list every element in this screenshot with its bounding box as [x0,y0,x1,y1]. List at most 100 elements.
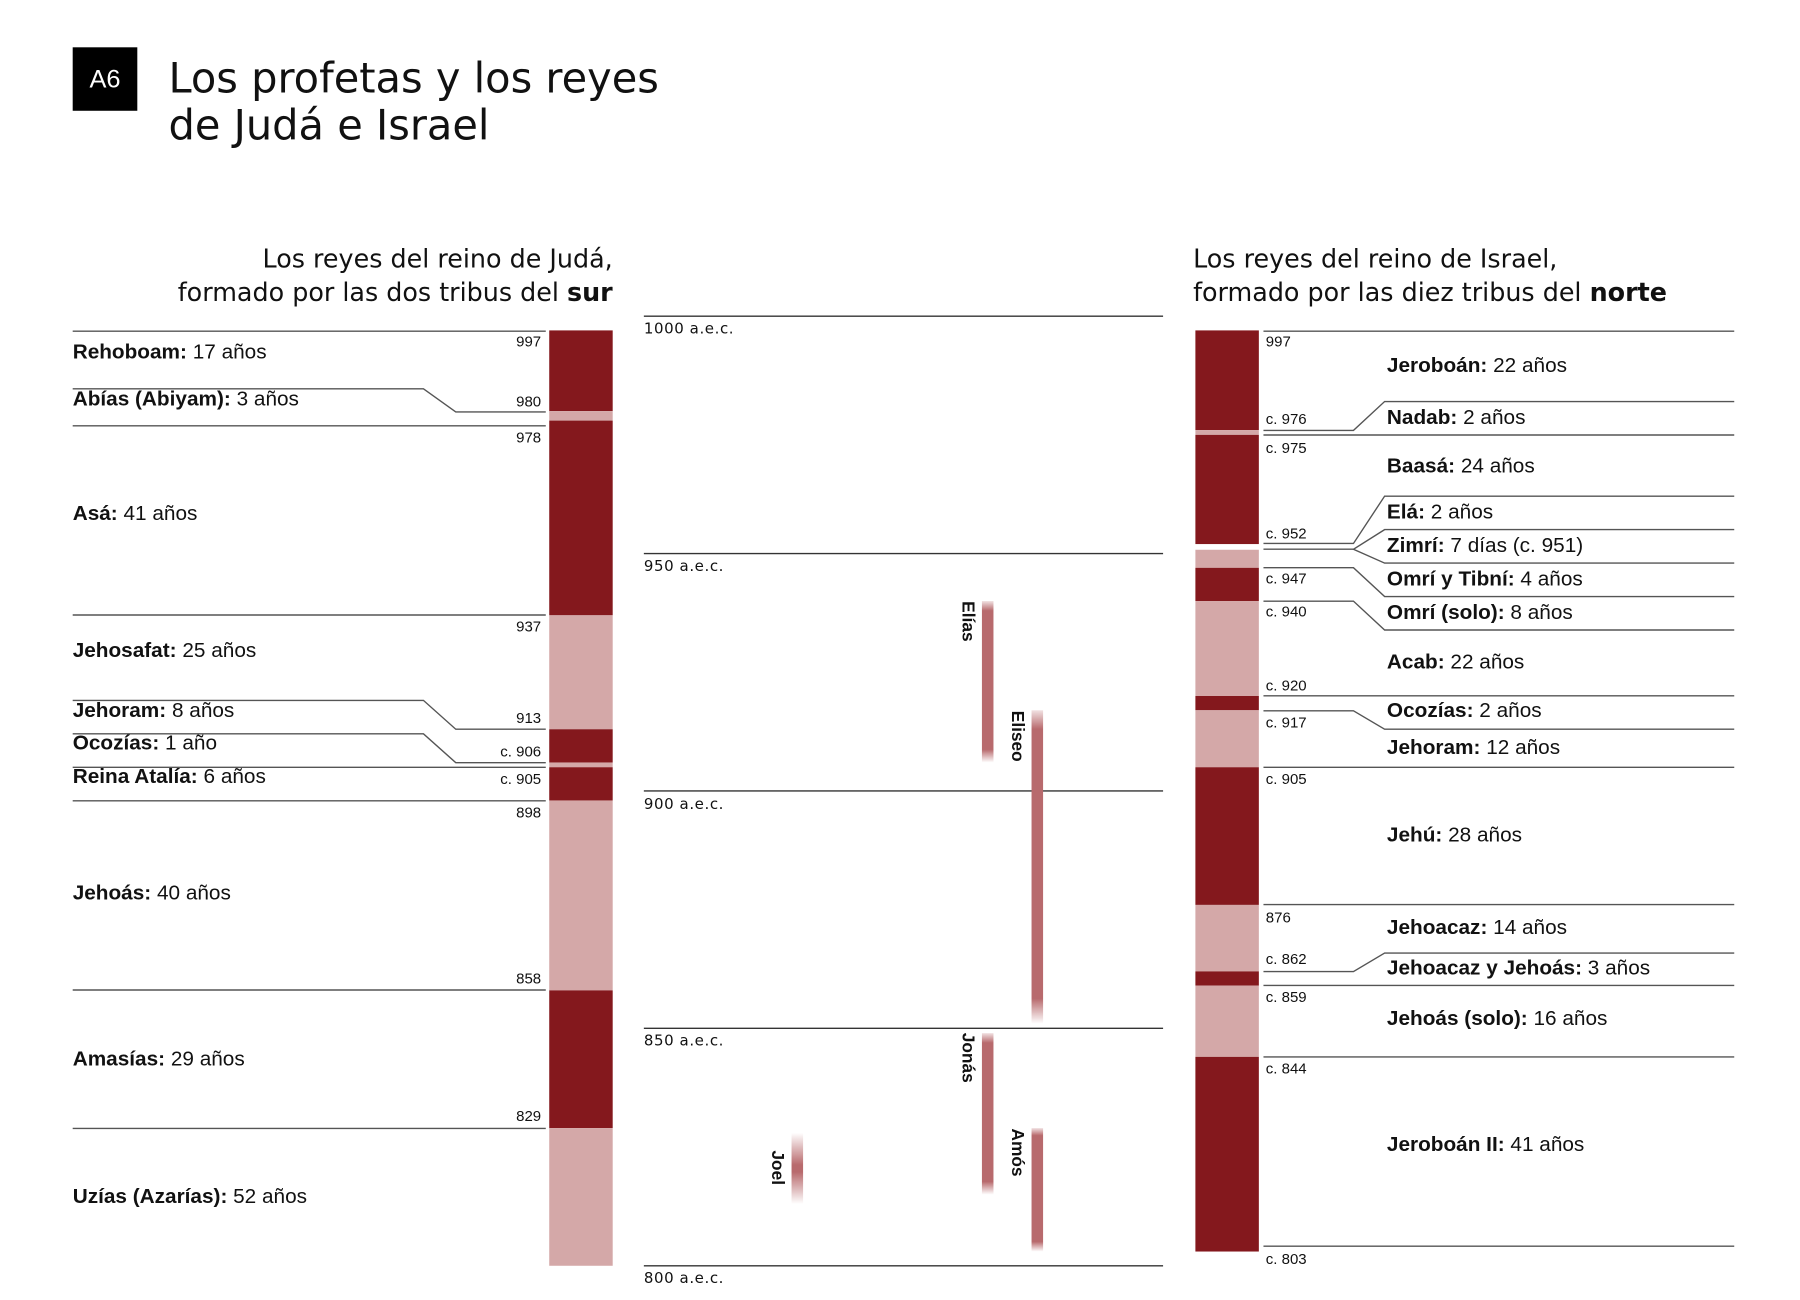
king-name: Jehoacaz: [1386,915,1488,939]
judah-year-label: 978 [516,428,542,446]
israel-reign-bar [1195,710,1259,768]
judah-king-label: Uzías (Azarías): 52 años [73,1185,307,1209]
king-name: Baasá: [1386,453,1456,477]
king-name: Jehoás (solo): [1386,1006,1528,1030]
israel-connector [1263,710,1735,730]
title-line-1: Los profetas y los reyes [168,55,659,103]
reign-length: 22 años [1487,353,1568,377]
israel-year-label: c. 940 [1265,602,1307,621]
israel-year-label: c. 920 [1265,676,1307,695]
judah-subtitle-line-2: formado por las dos tribus del [177,279,567,309]
israel-king-label: Zimrí: 7 días (c. 951) [1387,533,1583,557]
israel-year-label: c. 976 [1265,410,1307,428]
reign-length: 2 años [1425,500,1494,524]
israel-king-label: Baasá: 24 años [1387,454,1535,478]
reign-length: 17 años [186,339,267,363]
judah-king-label: Rehoboam: 17 años [73,340,267,364]
reign-length: 1 año [159,731,218,755]
judah-reign-bar [549,762,613,768]
king-name: Zimrí: [1386,533,1445,557]
reign-length: 12 años [1480,735,1561,759]
israel-king-label: Jeroboán: 22 años [1387,354,1567,378]
prophet-label: Jonás [957,1033,978,1084]
israel-connector [1351,528,1735,564]
prophet-bar [981,1033,994,1195]
reign-length: 7 días (c. 951) [1444,533,1584,557]
king-name: Asá: [72,501,118,525]
prophet-label: Eliseo [1007,710,1027,762]
judah-year-label: c. 905 [500,770,542,788]
israel-reign-bar [1195,549,1259,568]
judah-king-label: Abías (Abiyam): 3 años [73,387,299,411]
king-name: Nadab: [1386,406,1458,430]
judah-year-label: 858 [516,969,542,988]
reign-length: 24 años [1455,453,1535,477]
judah-reign-bar [549,800,613,991]
judah-year-label: c. 906 [500,742,542,760]
reign-length: 29 años [165,1047,245,1071]
israel-year-label: 997 [1265,332,1291,351]
king-name: Jeroboán: [1386,353,1488,377]
judah-year-label: 937 [516,617,542,636]
israel-reign-bar [1195,601,1259,697]
judah-reign-bar [549,420,613,616]
israel-reign-bar [1195,985,1259,1057]
israel-king-label: Jehoacaz: 14 años [1387,915,1567,939]
israel-year-label: c. 803 [1265,1250,1307,1268]
king-name: Abías (Abiyam): [72,387,231,411]
israel-reign-bar [1195,767,1259,905]
reign-length: 28 años [1442,823,1523,847]
israel-reign-bar [1195,971,1259,986]
king-name: Omrí (solo): [1386,600,1505,624]
israel-year-label: c. 905 [1265,770,1307,788]
reign-length: 14 años [1487,915,1568,939]
judah-subtitle-bold: sur [566,279,613,309]
king-name: Omrí y Tibní: [1386,566,1515,590]
judah-reign-bar [549,767,613,801]
israel-king-label: Jeroboán II: 41 años [1387,1133,1584,1157]
judah-subtitle: Los reyes del reino de Judá, formado por… [178,243,613,310]
prophet-bar [791,1132,804,1205]
title-line-2: de Judá e Israel [168,102,490,151]
king-name: Jehú: [1386,823,1443,847]
axis-tick-label: 1000 a.e.c. [643,320,735,339]
reign-length: 16 años [1527,1006,1608,1030]
king-name: Jeroboán II: [1386,1133,1505,1157]
israel-subtitle-line-2: formado por las diez tribus del [1193,279,1590,309]
prophet-label: Elías [957,601,978,642]
page-title: Los profetas y los reyes de Judá e Israe… [168,55,658,150]
israel-year-label: c. 859 [1265,988,1307,1006]
reign-length: 2 años [1473,699,1542,723]
reign-length: 40 años [151,880,231,905]
king-name: Jehoram: [72,698,167,722]
israel-king-label: Jehoacaz y Jehoás: 3 años [1387,955,1650,979]
israel-connector [1263,952,1735,973]
king-name: Jehosafat: [72,638,177,662]
king-name: Uzías (Azarías): [72,1184,228,1208]
judah-king-label: Asá: 41 años [73,501,198,525]
israel-subtitle-bold: norte [1589,279,1667,309]
judah-reign-bar [549,729,613,763]
prophet-label: Joel [767,1150,787,1185]
judah-reign-bar [549,330,613,412]
king-name: Jehoacaz y Jehoás: [1386,955,1583,979]
axis-tick-label: 800 a.e.c. [643,1270,725,1288]
judah-reign-bar [549,1128,613,1266]
king-name: Ocozías: [1386,699,1474,723]
reign-length: 8 años [1504,600,1573,624]
israel-connector [1263,400,1735,432]
judah-reign-bar [549,615,613,730]
reign-length: 8 años [166,698,235,722]
israel-year-label: c. 917 [1265,713,1307,731]
judah-connector [72,699,546,730]
king-name: Ocozías: [72,731,160,755]
israel-year-label: c. 844 [1265,1059,1307,1078]
israel-king-label: Acab: 22 años [1387,650,1524,674]
king-name: Reina Atalía: [72,764,198,788]
israel-king-label: Ocozías: 2 años [1387,699,1542,723]
axis-tick-label: 850 a.e.c. [643,1032,725,1051]
judah-subtitle-line-1: Los reyes del reino de Judá, [262,245,613,275]
reign-length: 52 años [227,1184,308,1208]
king-name: Acab: [1386,649,1445,673]
